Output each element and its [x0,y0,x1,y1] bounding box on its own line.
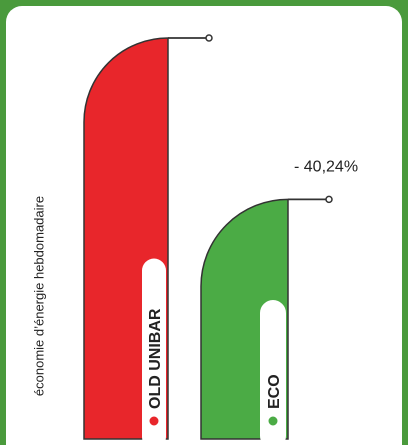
leader-dot-eco [325,195,333,204]
category-label-eco: ECO [266,374,283,409]
y-axis-label: économie d’énergie hebdomadaire [31,195,47,397]
category-dot-eco [267,415,279,427]
category-label-old: OLD UNIBAR [147,308,164,409]
savings-annotation: - 40,24% [294,158,358,175]
category-dot-old [148,415,160,427]
energy-savings-chart: OLD UNIBAR ECO - 40,24% [83,34,358,445]
chart-card: OLD UNIBAR ECO - 40,24% économie d’énergie… [6,6,402,445]
leader-dot-old [205,34,213,42]
label-tab-eco [260,300,286,445]
label-tab-old [142,258,166,445]
